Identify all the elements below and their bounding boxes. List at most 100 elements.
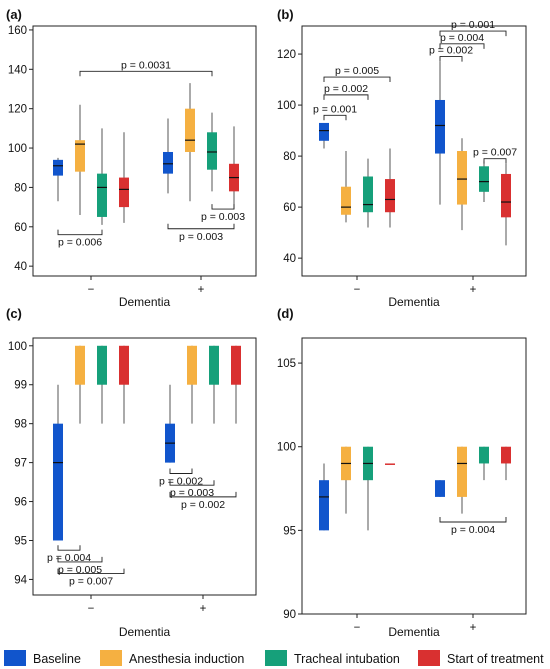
box-start-of-treatment (231, 345, 241, 424)
box-baseline (435, 61, 445, 205)
box-body (319, 480, 329, 531)
bracket-line (169, 468, 193, 474)
plot-frame (32, 25, 257, 277)
bracket-line (167, 223, 235, 230)
bracket-line (79, 70, 213, 77)
box-anesthesia-induction (185, 83, 195, 202)
legend-label: Baseline (33, 652, 81, 666)
y-tick-label: 160 (8, 25, 27, 37)
bracket-line (323, 76, 391, 83)
plot-frame (301, 25, 527, 277)
bracket-line (439, 30, 507, 37)
y-tick-label: 60 (14, 222, 27, 234)
box-body (385, 463, 395, 465)
p-value-label: p = 0.002 (324, 83, 368, 95)
x-axis-label: Dementia (119, 625, 171, 639)
panel-letter: (d) (277, 306, 294, 321)
bracket-line (57, 545, 81, 551)
p-value-label: p = 0.005 (58, 564, 102, 576)
box-body (457, 151, 467, 205)
box-body (501, 173, 511, 218)
p-value-bracket: p = 0.007 (473, 147, 517, 164)
x-tick-label: − (354, 622, 361, 634)
bracket-line (323, 114, 347, 121)
plot-frame (301, 337, 527, 615)
box-body (97, 173, 107, 217)
p-value-label: p = 0.005 (335, 65, 379, 77)
box-baseline (165, 384, 175, 463)
bracket-line (169, 480, 215, 486)
x-tick-label: − (354, 284, 361, 296)
p-value-bracket: p = 0.006 (57, 229, 103, 249)
box-anesthesia-induction (75, 104, 85, 215)
box-tracheal-intubation (207, 112, 217, 192)
y-tick-label: 94 (14, 574, 27, 586)
box-body (53, 423, 63, 541)
legend-swatch (100, 650, 122, 666)
box-anesthesia-induction (457, 138, 467, 231)
legend-item-tracheal-intubation: Tracheal intubation (265, 650, 400, 666)
box-body (479, 446, 489, 464)
p-value-bracket: p = 0.004 (439, 32, 485, 49)
y-tick-label: 99 (14, 380, 27, 392)
box-body (457, 446, 467, 497)
p-value-label: p = 0.007 (69, 576, 113, 588)
panel-letter: (b) (277, 7, 294, 22)
y-tick-label: 120 (277, 49, 296, 61)
box-tracheal-intubation (363, 158, 373, 228)
box-start-of-treatment (229, 126, 239, 210)
p-value-bracket: p = 0.003 (201, 204, 245, 223)
box-tracheal-intubation (209, 345, 219, 424)
box-start-of-treatment (501, 163, 511, 246)
box-anesthesia-induction (75, 345, 85, 424)
bracket-line (439, 43, 485, 49)
bracket-line (169, 491, 237, 498)
legend-label: Anesthesia induction (129, 652, 244, 666)
p-value-bracket: p = 0.002 (169, 491, 237, 511)
box-baseline (53, 157, 63, 202)
box-start-of-treatment (385, 463, 395, 465)
x-axis-label: Dementia (388, 625, 440, 639)
box-body (119, 345, 129, 385)
p-value-label: p = 0.004 (47, 552, 91, 564)
x-axis-label: Dementia (119, 295, 171, 309)
y-tick-label: 100 (8, 143, 27, 155)
legend-item-start-of-treatment: Start of treatment (418, 650, 544, 666)
box-body (75, 345, 85, 385)
y-tick-label: 60 (283, 202, 296, 214)
box-body (119, 177, 129, 208)
box-body (163, 151, 173, 174)
p-value-bracket: p = 0.004 (47, 545, 91, 564)
box-body (53, 159, 63, 176)
box-start-of-treatment (119, 132, 129, 223)
y-tick-label: 100 (8, 341, 27, 353)
box-body (363, 176, 373, 213)
chart-panel-0: (a) 40 60 80 100 120 140 160 − + Dementia p = 0.003… (6, 7, 257, 309)
y-tick-label: 105 (277, 358, 296, 370)
box-body (231, 345, 241, 385)
y-tick-label: 40 (14, 261, 27, 273)
box-start-of-treatment (385, 148, 395, 228)
box-body (207, 132, 217, 170)
bracket-line (439, 56, 463, 62)
box-body (209, 345, 219, 385)
y-tick-label: 80 (283, 151, 296, 163)
p-value-bracket: p = 0.001 (313, 103, 357, 121)
box-body (385, 179, 395, 213)
bracket-line (483, 158, 507, 164)
box-baseline (163, 118, 173, 194)
p-value-label: p = 0.003 (170, 487, 214, 499)
box-baseline (319, 122, 329, 149)
legend-swatch (265, 650, 287, 666)
y-tick-label: 96 (14, 497, 27, 509)
p-value-label: p = 0.003 (201, 211, 245, 223)
p-value-bracket: p = 0.002 (159, 468, 203, 488)
x-tick-label: + (470, 284, 477, 296)
legend-swatch (418, 650, 440, 666)
box-start-of-treatment (501, 446, 511, 481)
x-tick-label: − (88, 603, 95, 615)
p-value-bracket: p = 0.005 (323, 65, 391, 83)
y-tick-label: 90 (283, 609, 296, 621)
bracket-line (211, 204, 235, 210)
